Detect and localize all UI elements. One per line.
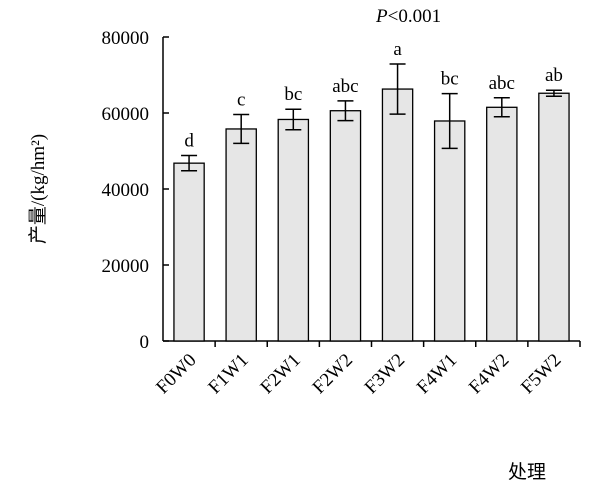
x-tick-label-F1W1: F1W1 bbox=[204, 350, 252, 398]
x-tick-label-F0W0: F0W0 bbox=[152, 350, 200, 398]
p-value-text: <0.001 bbox=[388, 6, 441, 27]
bar-F5W2 bbox=[538, 92, 570, 342]
significance-letter-F5W2: ab bbox=[545, 65, 563, 86]
significance-letter-F4W2: abc bbox=[489, 73, 515, 94]
x-ticks: F0W0 F1W1 F2W1 F2W2 F3W2 F4W1 F4W2 F5W2 bbox=[152, 341, 581, 398]
bar-F1W1 bbox=[225, 128, 257, 342]
bar-F2W2 bbox=[329, 110, 362, 342]
bar-F3W2 bbox=[381, 88, 414, 342]
x-tick-label-F4W1: F4W1 bbox=[413, 350, 461, 398]
x-tick-label-F3W2: F3W2 bbox=[361, 350, 409, 398]
p-value-symbol: P bbox=[375, 6, 388, 27]
y-axis-label: 产量/(kg/hm²) bbox=[27, 134, 49, 244]
significance-letter-F4W1: bc bbox=[441, 69, 459, 90]
x-tick-label-F2W1: F2W1 bbox=[256, 350, 304, 398]
significance-letter-F3W2: a bbox=[393, 39, 402, 60]
bar-F2W1 bbox=[277, 118, 310, 342]
y-tick-label: 60000 bbox=[102, 104, 150, 125]
bar-F0W0 bbox=[173, 162, 205, 342]
bar-F4W1 bbox=[433, 120, 466, 342]
significance-letter-F2W2: abc bbox=[332, 76, 358, 97]
x-tick-label-F4W2: F4W2 bbox=[465, 350, 513, 398]
y-tick-label: 80000 bbox=[102, 28, 150, 49]
bar-F4W2 bbox=[486, 106, 518, 342]
significance-letter-F1W1: c bbox=[237, 90, 245, 111]
y-ticks: 0 20000 40000 60000 80000 bbox=[102, 28, 169, 353]
x-tick-label-F2W2: F2W2 bbox=[309, 350, 357, 398]
significance-letter-F2W1: bc bbox=[284, 84, 302, 105]
x-tick-label-F5W2: F5W2 bbox=[517, 350, 565, 398]
y-tick-label: 20000 bbox=[102, 256, 150, 277]
significance-letter-F0W0: d bbox=[184, 131, 194, 152]
y-tick-label: 0 bbox=[140, 332, 150, 353]
x-axis-label: 处理 bbox=[508, 461, 546, 483]
p-value-annotation: P<0.001 bbox=[375, 6, 441, 27]
y-tick-label: 40000 bbox=[102, 180, 150, 201]
